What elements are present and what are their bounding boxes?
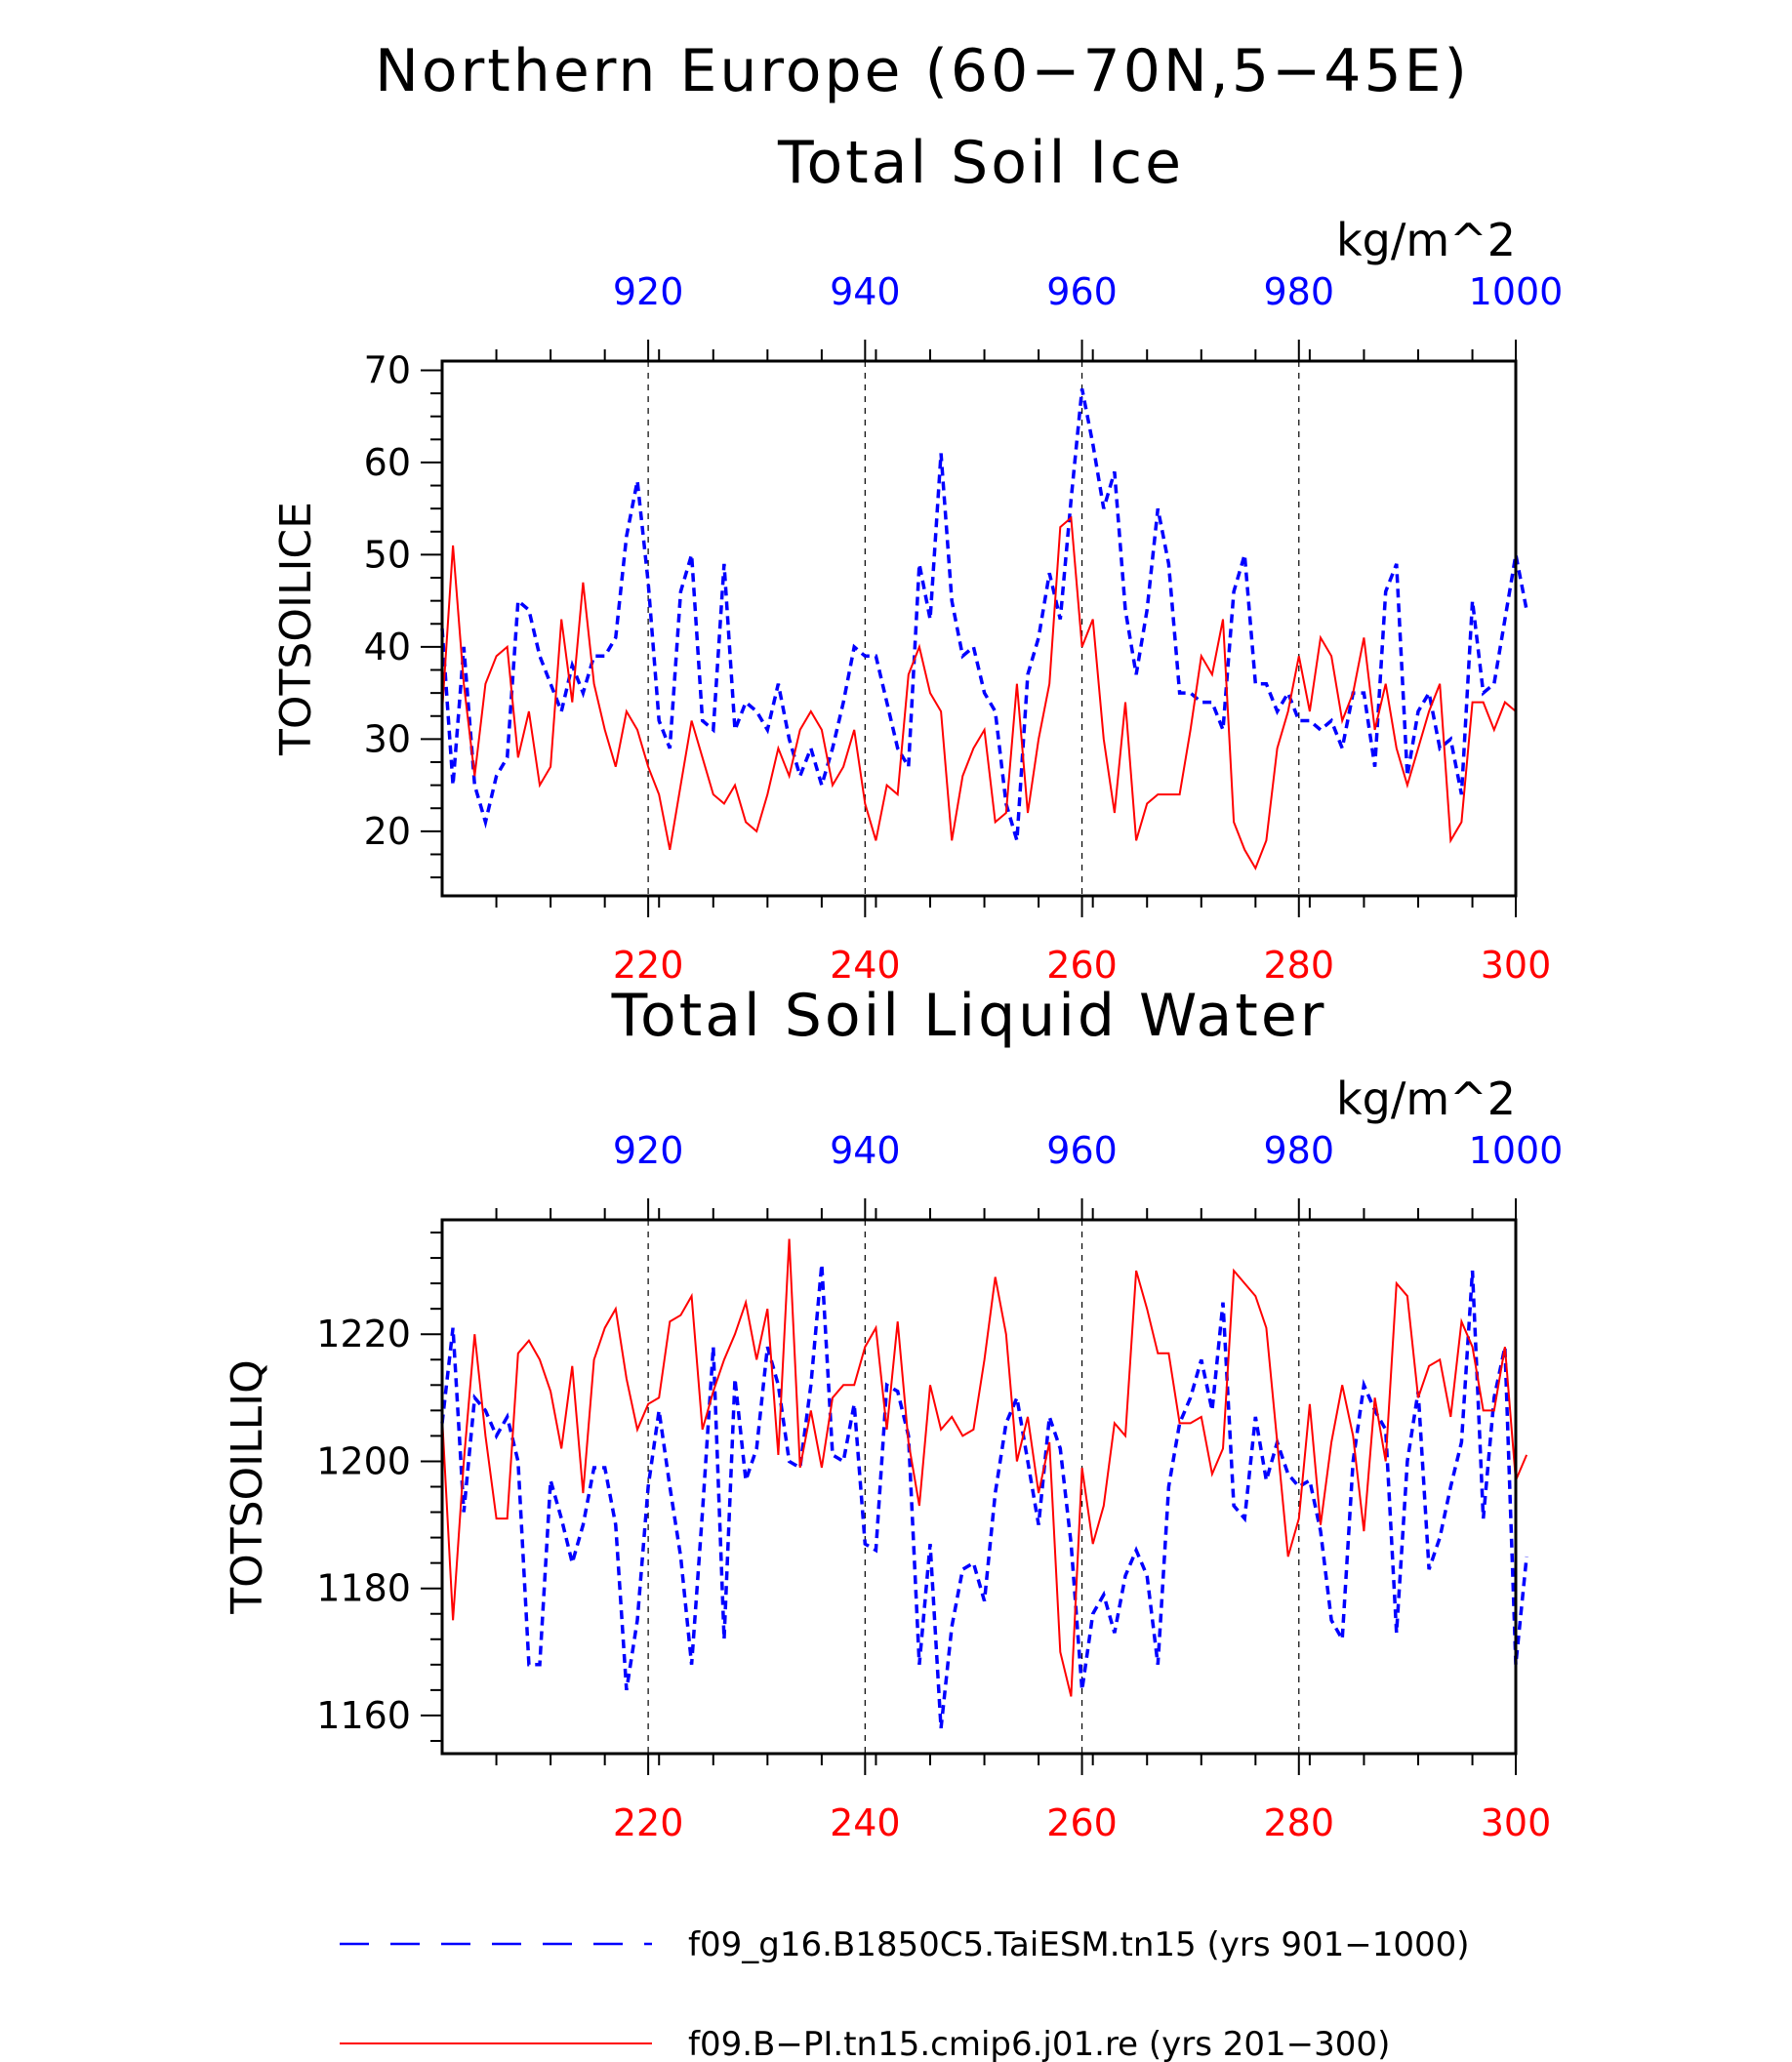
series-line-model-a: [440, 1264, 1528, 1729]
units-label: kg/m^2: [1336, 214, 1516, 266]
y-tick-label: 1160: [316, 1694, 411, 1737]
plot-frame: [440, 359, 1518, 898]
plot-frame: [440, 1218, 1518, 1756]
y-tick-label: 70: [364, 348, 411, 391]
soil-liquid-panel: 220 240 260 280 300 920 940 960 980 1000 1160 1180 1…: [223, 1072, 1563, 1844]
y-tick-label: 20: [364, 810, 411, 853]
x-tick-label-top: 960: [1046, 1129, 1118, 1172]
x-tick-label-top: 960: [1046, 270, 1118, 313]
x-tick-label-top: 980: [1264, 270, 1335, 313]
x-tick-label-bottom: 220: [613, 944, 684, 987]
x-tick-label-bottom: 220: [613, 1801, 684, 1844]
figure-title-line1: Northern Europe (60−70N,5−45E): [375, 37, 1470, 105]
x-tick-label-bottom: 300: [1481, 944, 1552, 987]
legend: f09_g16.B1850C5.TaiESM.tn15 (yrs 901−100…: [340, 1925, 1470, 2062]
x-tick-label-top: 980: [1264, 1129, 1335, 1172]
y-tick-label: 40: [364, 626, 411, 668]
x-tick-label-bottom: 240: [830, 944, 901, 987]
x-tick-label-bottom: 260: [1046, 944, 1118, 987]
y-tick-label: 1180: [316, 1567, 411, 1610]
legend-label-model-a: f09_g16.B1850C5.TaiESM.tn15 (yrs 901−100…: [688, 1925, 1470, 1964]
soil-ice-panel: 220 240 260 280 300 920 940 960 980 1000 20 30 40 50 6…: [271, 214, 1563, 987]
y-axis-label: TOTSOILICE: [271, 502, 321, 756]
y-tick-label: 1200: [316, 1439, 411, 1482]
legend-label-model-b: f09.B−PI.tn15.cmip6.j01.re (yrs 201−300): [688, 2025, 1390, 2062]
y-tick-label: 50: [364, 533, 411, 576]
x-tick-label-top: 920: [613, 1129, 684, 1172]
x-tick-label-top: 920: [613, 270, 684, 313]
units-label: kg/m^2: [1336, 1072, 1516, 1125]
x-tick-label-top: 940: [830, 270, 901, 313]
series-line-model-a: [440, 387, 1528, 841]
series-line-model-b: [441, 1238, 1528, 1697]
x-tick-label-bottom: 260: [1046, 1801, 1118, 1844]
series-line-model-b: [441, 515, 1517, 870]
x-tick-label-bottom: 240: [830, 1801, 901, 1844]
x-tick-label-bottom: 280: [1264, 944, 1335, 987]
panel1-title: Total Soil Ice: [777, 129, 1184, 197]
x-tick-label-top: 940: [830, 1129, 901, 1172]
y-tick-label: 30: [364, 717, 411, 760]
x-tick-label-bottom: 280: [1264, 1801, 1335, 1844]
panel2-title: Total Soil Liquid Water: [611, 982, 1327, 1050]
x-tick-label-top: 1000: [1469, 270, 1564, 313]
x-tick-label-bottom: 300: [1481, 1801, 1552, 1844]
y-tick-label: 60: [364, 441, 411, 484]
y-axis-label: TOTSOILLIQ: [223, 1359, 272, 1615]
y-tick-label: 1220: [316, 1313, 411, 1355]
x-tick-label-top: 1000: [1469, 1129, 1564, 1172]
